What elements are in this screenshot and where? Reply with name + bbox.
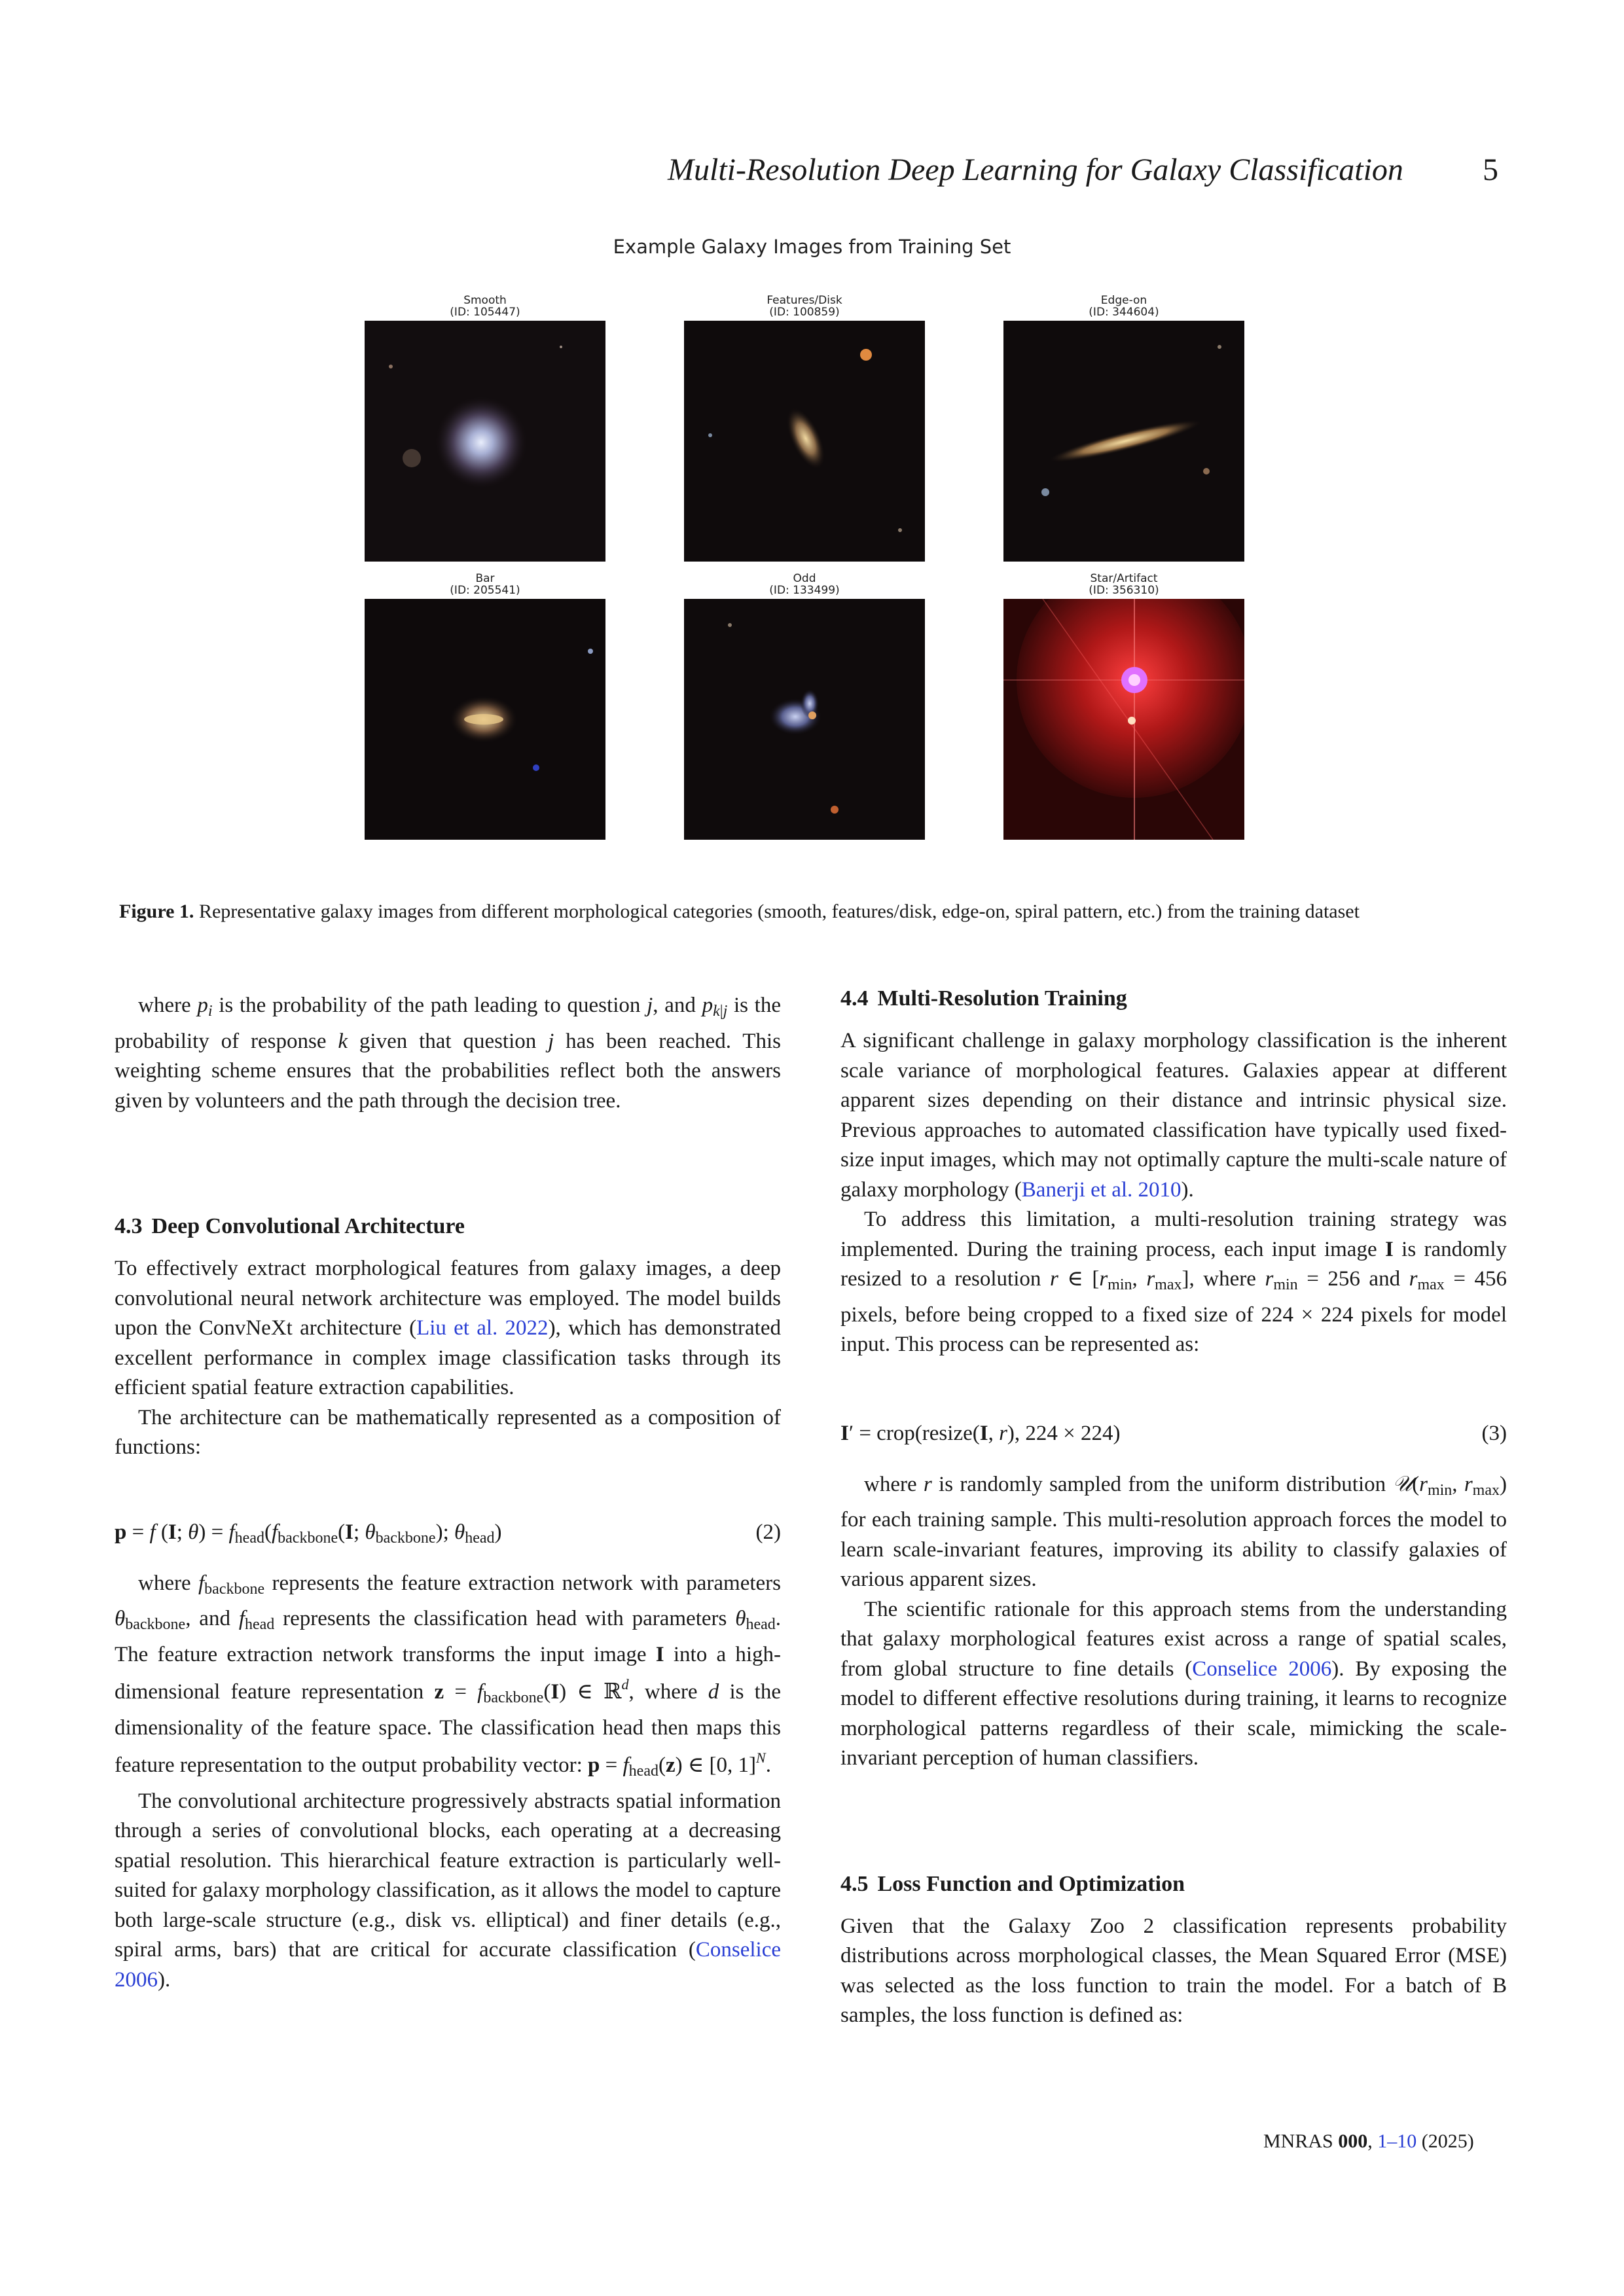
galaxy-image-star-artifact <box>1003 599 1244 840</box>
panel-id: (ID: 105447) <box>450 306 520 319</box>
paragraph: where fbackbone represents the feature e… <box>115 1571 781 1780</box>
paragraph: Given that the Galaxy Zoo 2 classificati… <box>840 1914 1507 2028</box>
panel-id: (ID: 205541) <box>450 584 520 597</box>
right-column: 4.4 Multi-Resolution Training A significa… <box>840 984 1507 2031</box>
panel-label: Smooth <box>463 294 507 307</box>
figure-panel-bar: Bar (ID: 205541) <box>365 573 605 840</box>
page-number: 5 <box>1483 152 1498 187</box>
panel-label: Odd <box>793 572 816 585</box>
figure-caption: Figure 1. Representative galaxy images f… <box>119 901 1507 923</box>
galaxy-image-bar <box>365 599 605 840</box>
figure-panel-smooth: Smooth (ID: 105447) <box>365 295 605 562</box>
paragraph: A significant challenge in galaxy morpho… <box>840 1029 1507 1202</box>
equation-number: (2) <box>755 1520 781 1544</box>
citation-link[interactable]: Conselice 2006 <box>115 1938 781 1992</box>
galaxy-image-odd <box>684 599 925 840</box>
citation-link[interactable]: Conselice 2006 <box>1192 1657 1332 1681</box>
section-heading-4-3: 4.3 Deep Convolutional Architecture <box>115 1214 465 1238</box>
galaxy-image-smooth <box>365 321 605 562</box>
caption-text: Representative galaxy images from differ… <box>198 901 1360 922</box>
paragraph: The convolutional architecture progressi… <box>115 1789 781 1992</box>
panel-label: Features/Disk <box>767 294 842 307</box>
galaxy-image-edge-on <box>1003 321 1244 562</box>
equation-2: p = f (I; θ) = fhead(fbackbone(I; θbackb… <box>115 1518 781 1552</box>
figure-panel-features-disk: Features/Disk (ID: 100859) <box>684 295 925 562</box>
panel-label: Edge-on <box>1100 294 1147 307</box>
paragraph: To address this limitation, a multi-reso… <box>840 1208 1507 1356</box>
panel-id: (ID: 356310) <box>1089 584 1159 597</box>
paragraph: To effectively extract morphological fea… <box>115 1257 781 1399</box>
panel-id: (ID: 100859) <box>769 306 840 319</box>
equation-3: I′ = crop(resize(I, r), 224 × 224) (3) <box>840 1419 1507 1453</box>
figure-panel-odd: Odd (ID: 133499) <box>684 573 925 840</box>
figure-title: Example Galaxy Images from Training Set <box>613 236 1011 258</box>
galaxy-image-features-disk <box>684 321 925 562</box>
figure-panel-star-artifact: Star/Artifact (ID: 356310) <box>1003 573 1244 840</box>
page-footer: MNRAS 000, 1–10 (2025) <box>1263 2130 1474 2152</box>
section-heading-4-4: 4.4 Multi-Resolution Training <box>840 986 1127 1011</box>
paragraph: The scientific rationale for this approa… <box>840 1597 1507 1770</box>
citation-link[interactable]: Liu et al. 2022 <box>416 1316 549 1340</box>
figure-panel-edge-on: Edge-on (ID: 344604) <box>1003 295 1244 562</box>
panel-label: Star/Artifact <box>1090 572 1158 585</box>
equation-number: (3) <box>1481 1421 1507 1445</box>
panel-id: (ID: 344604) <box>1089 306 1159 319</box>
running-header-title: Multi-Resolution Deep Learning for Galax… <box>668 152 1403 187</box>
panel-label: Bar <box>475 572 495 585</box>
citation-link[interactable]: Banerji et al. 2010 <box>1021 1177 1182 1202</box>
section-heading-4-5: 4.5 Loss Function and Optimization <box>840 1871 1185 1896</box>
panel-id: (ID: 133499) <box>769 584 840 597</box>
paragraph: where pi is the probability of the path … <box>115 994 781 1113</box>
page-range-link[interactable]: 1–10 <box>1377 2130 1417 2152</box>
paragraph: where r is randomly sampled from the uni… <box>840 1472 1507 1592</box>
caption-label: Figure 1. <box>119 901 194 922</box>
left-column: where pi is the probability of the path … <box>115 991 781 1995</box>
paragraph: The architecture can be mathematically r… <box>115 1405 781 1460</box>
